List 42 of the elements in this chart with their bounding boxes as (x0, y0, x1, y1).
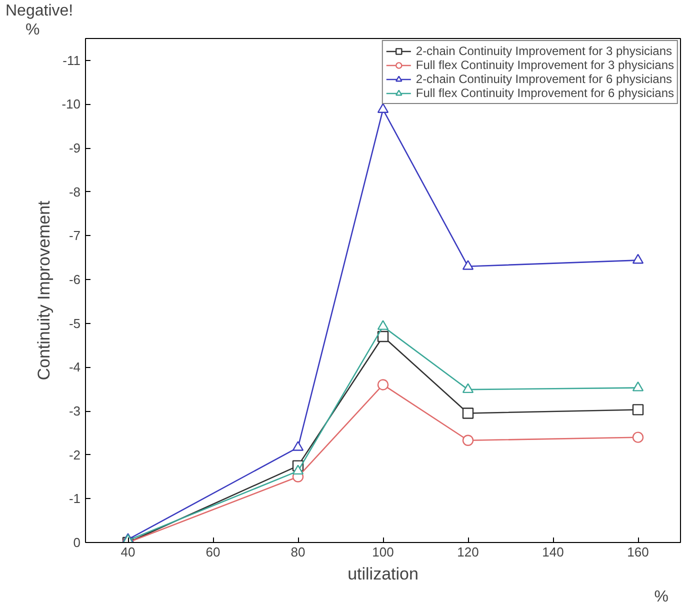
point (462, 260, 474, 270)
point (462, 434, 474, 446)
x-tick-label: 140 (542, 544, 564, 560)
y-tick-label: -9 (68, 140, 81, 156)
text: % (654, 588, 669, 605)
y-tick-label: -7 (68, 228, 81, 244)
point (292, 441, 304, 451)
point (377, 103, 389, 113)
text: % (26, 22, 40, 38)
x-tick-label: 120 (457, 544, 479, 560)
legend-label: 2-chain Continuity Improvement for 3 physicians (416, 44, 672, 58)
y-axis-title: Continuity Improvement (34, 200, 54, 380)
point (377, 379, 389, 390)
x-tick-label: 100 (372, 544, 394, 560)
point (377, 330, 389, 342)
x-axis-title: utilization (348, 564, 418, 584)
legend-label: Full flex Continuity Improvement for 6 physicians (416, 86, 674, 100)
legend-label: 2-chain Continuity Improvement for 6 physicians (416, 72, 672, 86)
x-tick-label: 160 (627, 544, 649, 560)
y-tick-label: -6 (68, 272, 81, 288)
y-tick-label: -5 (68, 316, 81, 331)
y-tick-label: 0 (73, 535, 81, 550)
point (292, 464, 304, 475)
y-tick-label: -8 (68, 184, 81, 200)
x-tick-label: 80 (290, 544, 306, 560)
y-tick-label: -4 (68, 360, 81, 375)
y-tick-label: -1 (68, 491, 81, 506)
y-tick-label: -2 (68, 447, 81, 462)
point (632, 254, 644, 264)
legend-label: Full flex Continuity Improvement for 3 physicians (416, 58, 674, 72)
point (462, 383, 474, 394)
x-tick-label: 40 (120, 544, 136, 560)
y-tick-label: -10 (62, 96, 81, 112)
point (632, 404, 644, 416)
y-tick-label: -11 (62, 52, 81, 68)
point (377, 320, 389, 330)
point (632, 381, 644, 392)
y-tick-label: -3 (68, 404, 81, 419)
point (462, 408, 474, 419)
x-tick-label: 60 (206, 544, 220, 560)
text: Negative! (6, 2, 74, 20)
point (632, 432, 644, 443)
